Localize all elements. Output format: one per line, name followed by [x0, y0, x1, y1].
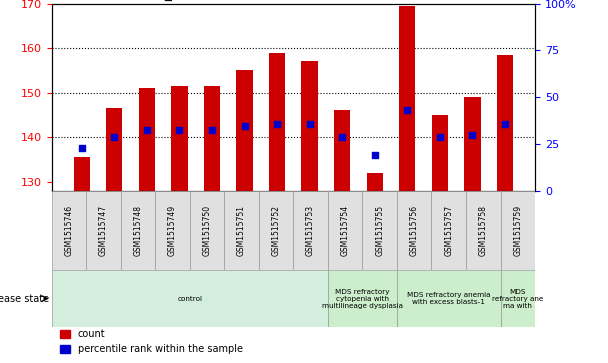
Point	[305, 121, 314, 127]
Text: MDS refractory anemia
with excess blasts-1: MDS refractory anemia with excess blasts…	[407, 292, 491, 305]
Bar	[237, 70, 253, 191]
Text: GSM1515750: GSM1515750	[202, 205, 212, 256]
Bar	[52, 270, 328, 327]
Bar	[204, 86, 220, 191]
Bar	[190, 191, 224, 270]
Point	[207, 127, 217, 133]
Bar	[432, 191, 466, 270]
Legend: count, percentile rank within the sample: count, percentile rank within the sample	[57, 326, 247, 358]
Point	[240, 123, 249, 129]
Bar	[171, 86, 188, 191]
Text: GSM1515751: GSM1515751	[237, 205, 246, 256]
Point	[402, 107, 412, 113]
Text: GSM1515749: GSM1515749	[168, 205, 177, 256]
Text: MDS refractory
cytopenia with
multilineage dysplasia: MDS refractory cytopenia with multilinea…	[322, 289, 403, 309]
Bar	[362, 191, 397, 270]
Point	[109, 134, 119, 140]
Bar	[52, 191, 86, 270]
Bar	[465, 97, 480, 191]
Bar	[74, 157, 90, 191]
Bar	[224, 191, 259, 270]
Text: GSM1515755: GSM1515755	[375, 205, 384, 256]
Bar	[397, 270, 500, 327]
Bar	[397, 191, 432, 270]
Text: GSM1515746: GSM1515746	[64, 205, 74, 256]
Bar	[466, 191, 500, 270]
Text: GSM1515752: GSM1515752	[272, 205, 281, 256]
Point	[337, 134, 347, 140]
Bar	[367, 173, 383, 191]
Bar	[500, 270, 535, 327]
Bar	[259, 191, 293, 270]
Bar	[106, 108, 122, 191]
Bar	[139, 88, 155, 191]
Text: GSM1515758: GSM1515758	[478, 205, 488, 256]
Text: GSM1515753: GSM1515753	[306, 205, 315, 256]
Bar	[432, 115, 448, 191]
Point	[77, 146, 87, 151]
Point	[142, 127, 152, 133]
Text: GSM1515756: GSM1515756	[410, 205, 419, 256]
Bar	[328, 191, 362, 270]
Text: MDS
refractory ane
ma with: MDS refractory ane ma with	[492, 289, 544, 309]
Bar	[399, 6, 415, 191]
Text: GSM1515748: GSM1515748	[134, 205, 142, 256]
Text: GSM1515747: GSM1515747	[99, 205, 108, 256]
Point	[272, 121, 282, 127]
Text: GSM1515754: GSM1515754	[340, 205, 350, 256]
Point	[370, 152, 379, 158]
Bar	[269, 53, 285, 191]
Point	[435, 134, 444, 140]
Text: GDS5622 / ILMN_2281320: GDS5622 / ILMN_2281320	[52, 0, 233, 1]
Text: GSM1515757: GSM1515757	[444, 205, 453, 256]
Point	[174, 127, 184, 133]
Point	[468, 132, 477, 138]
Bar	[121, 191, 155, 270]
Bar	[328, 270, 397, 327]
Bar	[155, 191, 190, 270]
Text: control: control	[178, 295, 202, 302]
Bar	[293, 191, 328, 270]
Bar	[497, 55, 513, 191]
Point	[500, 121, 510, 127]
Text: disease state: disease state	[0, 294, 49, 303]
Bar	[86, 191, 121, 270]
Bar	[334, 110, 350, 191]
Bar	[302, 61, 318, 191]
Bar	[500, 191, 535, 270]
Text: GSM1515759: GSM1515759	[513, 205, 522, 256]
